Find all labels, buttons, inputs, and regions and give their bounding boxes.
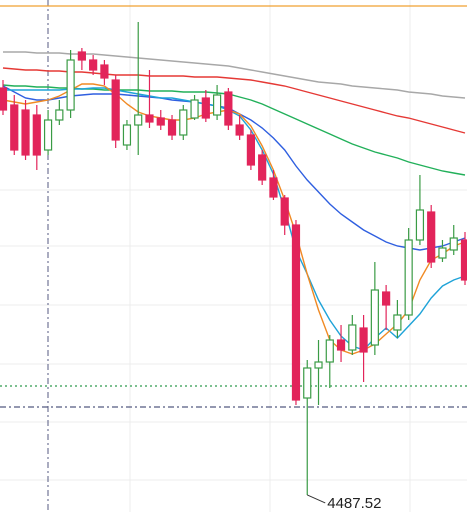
candle-body — [393, 314, 402, 331]
candle-body — [336, 339, 346, 351]
candle-body — [32, 114, 41, 156]
candle-body — [224, 91, 233, 126]
candle-body — [77, 51, 86, 61]
candle-body — [190, 99, 199, 119]
candle-body — [258, 154, 267, 181]
candle-body — [348, 324, 357, 351]
candle-body — [449, 237, 458, 251]
candle-body — [55, 109, 64, 121]
moving-average — [2, 83, 466, 355]
candle-body — [438, 247, 447, 259]
candle-body — [212, 94, 222, 116]
candle-body — [179, 109, 188, 136]
candle-body — [460, 239, 467, 281]
candle-body — [314, 361, 323, 369]
candle-body — [156, 117, 165, 126]
candle-body — [359, 327, 368, 353]
annotation-leader — [307, 494, 326, 504]
candle-body — [201, 97, 210, 119]
candle-body — [291, 224, 301, 401]
candle-body — [111, 79, 120, 141]
candle-body — [100, 64, 109, 79]
candle-body — [303, 367, 312, 399]
moving-average — [2, 85, 466, 251]
candle-body — [382, 291, 391, 306]
candle-body — [89, 59, 98, 71]
candle-body — [235, 124, 244, 136]
candle-body — [370, 289, 379, 346]
candle-body — [280, 197, 289, 226]
candle-body — [10, 104, 19, 151]
candle-body — [269, 177, 278, 198]
moving-average — [2, 67, 466, 134]
candle-body — [134, 114, 143, 126]
candle-body — [145, 114, 154, 123]
low-price-label: 4487.52 — [327, 495, 381, 512]
candle-body — [427, 211, 436, 263]
candle-body — [0, 87, 8, 111]
candle-body — [122, 124, 132, 146]
candle-body — [66, 59, 75, 111]
candle-body — [325, 339, 334, 363]
candle-body — [415, 209, 425, 241]
candle-body — [246, 134, 256, 166]
candle-body — [21, 109, 30, 156]
candle-body — [167, 119, 177, 136]
candle-body — [43, 119, 53, 151]
moving-average — [3, 87, 466, 351]
candle-body — [404, 239, 413, 316]
